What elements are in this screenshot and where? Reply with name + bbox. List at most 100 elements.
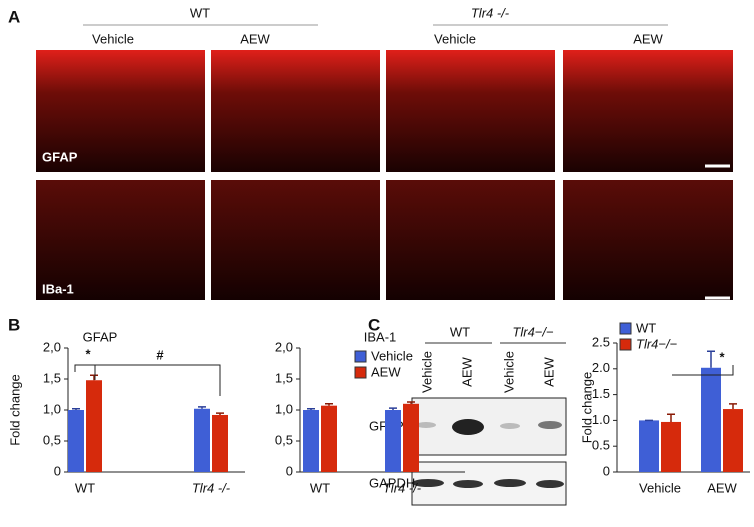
x-tick-label: WT — [310, 480, 330, 495]
annotation: * — [85, 346, 91, 361]
bar — [86, 380, 102, 472]
lane-label: Vehicle — [501, 351, 516, 393]
y-tick-label: 1,0 — [43, 401, 61, 416]
annotation: # — [156, 347, 164, 362]
micrograph — [211, 180, 380, 300]
row-label: IBa-1 — [42, 281, 74, 296]
y-tick-label: 0 — [286, 463, 293, 478]
error-bar — [667, 413, 675, 422]
legend-label: AEW — [371, 364, 401, 379]
micrograph — [386, 50, 555, 172]
micrograph — [386, 180, 555, 300]
panel-label: A — [8, 7, 20, 26]
y-tick-label: 0,5 — [43, 432, 61, 447]
legend-label: WT — [636, 320, 656, 335]
y-tick-label: 2.5 — [592, 334, 610, 349]
column-label: Vehicle — [434, 31, 476, 46]
band — [500, 423, 520, 429]
western-blot — [411, 397, 567, 506]
error-bar — [307, 408, 315, 410]
legend-label: Tlr4−/− — [636, 336, 678, 351]
micrographs — [36, 50, 733, 300]
bar — [321, 405, 337, 472]
bar — [403, 403, 419, 472]
legend-swatch — [354, 366, 367, 379]
bar — [212, 414, 228, 472]
y-axis-label: Fold change — [579, 372, 594, 444]
band — [538, 421, 562, 429]
row-label: GFAP — [42, 149, 78, 164]
legend-swatch — [619, 338, 632, 351]
annotation: * — [719, 349, 725, 364]
error-bar — [90, 374, 98, 381]
bar — [303, 410, 319, 472]
error-bar — [216, 412, 224, 415]
y-tick-label: 1.5 — [592, 386, 610, 401]
y-axis-label: Fold change — [7, 374, 22, 446]
bar — [701, 367, 721, 472]
panel-label: B — [8, 315, 20, 334]
micrograph — [563, 180, 733, 300]
error-bar — [407, 401, 415, 404]
legend-label: Vehicle — [371, 348, 413, 363]
group-label: Tlr4−/− — [512, 324, 554, 339]
group-label: Tlr4 -/- — [471, 5, 510, 20]
column-label: Vehicle — [92, 31, 134, 46]
x-tick-label: Vehicle — [639, 480, 681, 495]
band — [453, 480, 483, 488]
band — [494, 479, 526, 487]
column-label: AEW — [633, 31, 663, 46]
micrograph — [36, 180, 205, 300]
significance-bracket — [95, 364, 221, 396]
error-bar — [389, 407, 397, 410]
lane-label: AEW — [459, 356, 474, 386]
lane-label: AEW — [541, 356, 556, 386]
panel-label: C — [368, 315, 380, 334]
micrograph — [211, 50, 380, 172]
y-tick-label: 2.0 — [592, 360, 610, 375]
error-bar — [707, 350, 715, 368]
y-tick-label: 0,5 — [275, 432, 293, 447]
micrograph — [36, 50, 205, 172]
bar — [68, 410, 84, 472]
x-tick-label: Tlr4 -/- — [383, 480, 422, 495]
x-tick-label: AEW — [707, 480, 737, 495]
band — [416, 422, 436, 428]
bar — [661, 421, 681, 472]
column-label: AEW — [240, 31, 270, 46]
bar — [385, 410, 401, 472]
bar — [194, 408, 210, 472]
chart-title: IBA-1 — [364, 329, 397, 344]
error-bar — [198, 406, 206, 409]
band — [412, 479, 444, 487]
micrograph — [563, 50, 733, 172]
y-tick-label: 0 — [603, 463, 610, 478]
y-tick-label: 1,0 — [275, 401, 293, 416]
band — [536, 480, 564, 488]
error-bar — [729, 403, 737, 410]
y-tick-label: 2,0 — [275, 339, 293, 354]
x-tick-label: Tlr4 -/- — [192, 480, 231, 495]
chart-title: GFAP — [83, 329, 118, 344]
lane-label: Vehicle — [419, 351, 434, 393]
significance-bracket — [74, 364, 96, 380]
significance-bracket — [672, 365, 734, 376]
error-bar — [72, 408, 80, 410]
y-tick-label: 2,0 — [43, 339, 61, 354]
y-tick-label: 1,5 — [43, 370, 61, 385]
y-tick-label: 0 — [54, 463, 61, 478]
y-tick-label: 0.5 — [592, 438, 610, 453]
row-label: GAPDH — [369, 475, 415, 490]
y-tick-label: 1.0 — [592, 412, 610, 427]
y-tick-label: 1,5 — [275, 370, 293, 385]
bar — [723, 409, 743, 472]
legend-swatch — [619, 322, 632, 335]
band — [452, 419, 484, 435]
group-label: WT — [450, 324, 470, 339]
legend-swatch — [354, 350, 367, 363]
bar — [639, 420, 659, 472]
group-label: WT — [190, 5, 210, 20]
error-bar — [325, 403, 333, 406]
x-tick-label: WT — [75, 480, 95, 495]
